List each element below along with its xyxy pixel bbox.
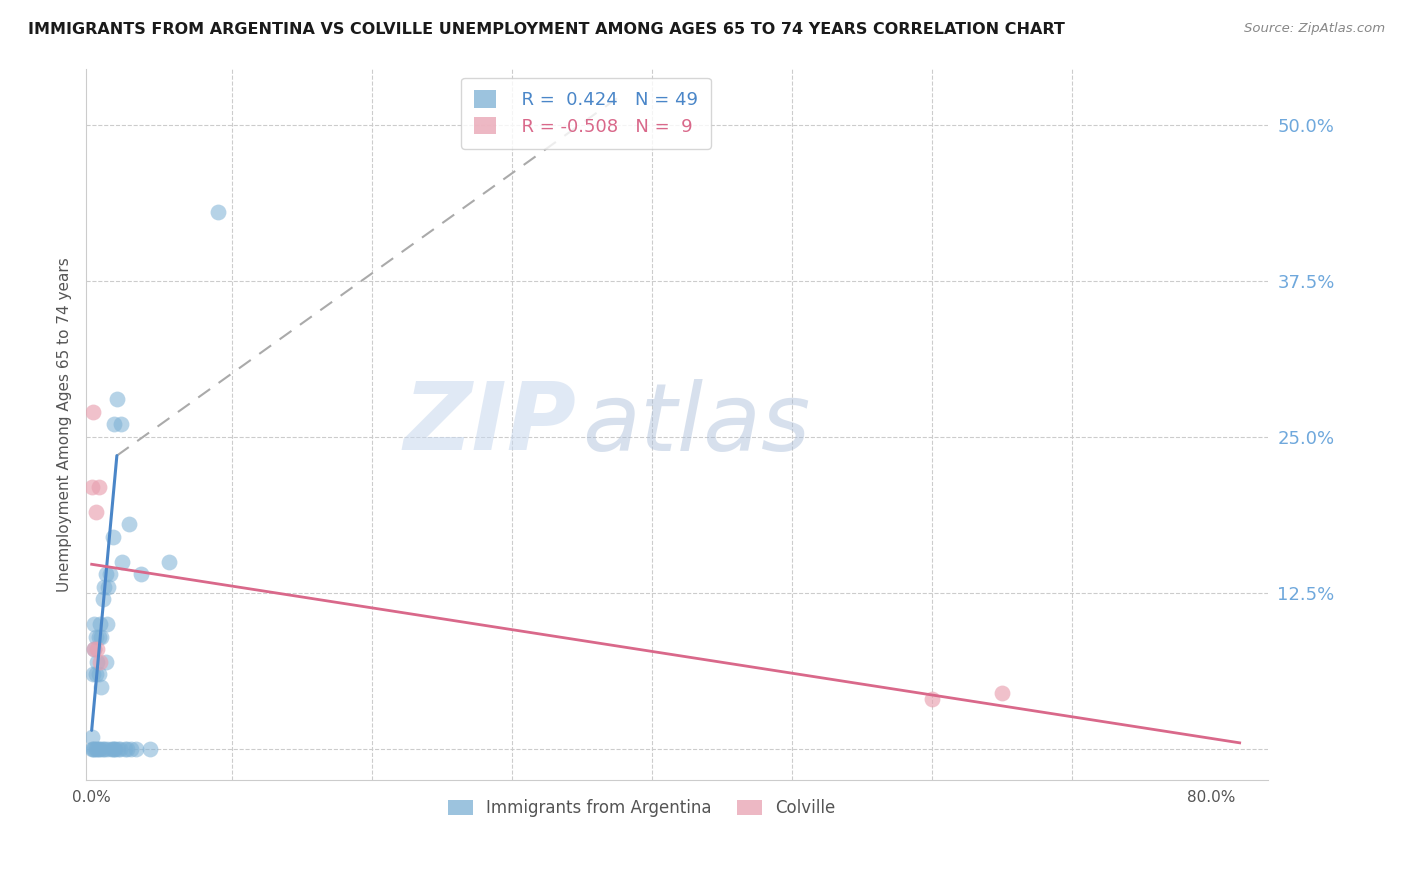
Point bbox=[94, 655, 117, 669]
Point bbox=[83, 617, 105, 632]
Point bbox=[120, 742, 142, 756]
Point bbox=[100, 742, 122, 756]
Point bbox=[90, 630, 112, 644]
Point bbox=[101, 742, 124, 756]
Point bbox=[990, 686, 1012, 700]
Point bbox=[921, 692, 943, 706]
Point bbox=[108, 742, 131, 756]
Point bbox=[82, 667, 104, 681]
Point bbox=[84, 505, 107, 519]
Point bbox=[83, 642, 105, 657]
Point bbox=[83, 742, 105, 756]
Point bbox=[84, 630, 107, 644]
Point bbox=[104, 742, 127, 756]
Point bbox=[84, 667, 107, 681]
Point bbox=[97, 580, 120, 594]
Point bbox=[114, 742, 136, 756]
Point bbox=[82, 742, 104, 756]
Text: atlas: atlas bbox=[582, 379, 811, 470]
Point bbox=[89, 617, 111, 632]
Point bbox=[80, 480, 103, 494]
Point bbox=[96, 617, 118, 632]
Point bbox=[86, 642, 108, 657]
Legend: Immigrants from Argentina, Colville: Immigrants from Argentina, Colville bbox=[440, 790, 844, 825]
Point bbox=[87, 630, 110, 644]
Point bbox=[107, 742, 129, 756]
Point bbox=[125, 742, 148, 756]
Point bbox=[80, 742, 103, 756]
Point bbox=[83, 642, 105, 657]
Point bbox=[207, 205, 229, 219]
Point bbox=[105, 392, 128, 407]
Point bbox=[87, 742, 110, 756]
Point bbox=[91, 742, 114, 756]
Point bbox=[98, 567, 121, 582]
Point bbox=[86, 655, 108, 669]
Y-axis label: Unemployment Among Ages 65 to 74 years: Unemployment Among Ages 65 to 74 years bbox=[58, 257, 72, 591]
Point bbox=[129, 567, 152, 582]
Point bbox=[110, 417, 132, 432]
Point bbox=[82, 405, 104, 419]
Point bbox=[103, 417, 125, 432]
Point bbox=[103, 742, 125, 756]
Text: IMMIGRANTS FROM ARGENTINA VS COLVILLE UNEMPLOYMENT AMONG AGES 65 TO 74 YEARS COR: IMMIGRANTS FROM ARGENTINA VS COLVILLE UN… bbox=[28, 22, 1064, 37]
Point bbox=[93, 580, 115, 594]
Point bbox=[89, 742, 111, 756]
Point bbox=[115, 742, 138, 756]
Point bbox=[87, 480, 110, 494]
Point bbox=[139, 742, 162, 756]
Point bbox=[101, 530, 124, 544]
Point bbox=[87, 667, 110, 681]
Point bbox=[96, 742, 118, 756]
Point bbox=[157, 555, 180, 569]
Point bbox=[111, 555, 134, 569]
Point bbox=[84, 742, 107, 756]
Point bbox=[93, 742, 115, 756]
Point bbox=[89, 655, 111, 669]
Text: Source: ZipAtlas.com: Source: ZipAtlas.com bbox=[1244, 22, 1385, 36]
Point bbox=[90, 680, 112, 694]
Point bbox=[91, 592, 114, 607]
Point bbox=[94, 567, 117, 582]
Point bbox=[118, 517, 141, 532]
Point bbox=[80, 730, 103, 744]
Point bbox=[86, 742, 108, 756]
Text: ZIP: ZIP bbox=[404, 378, 576, 470]
